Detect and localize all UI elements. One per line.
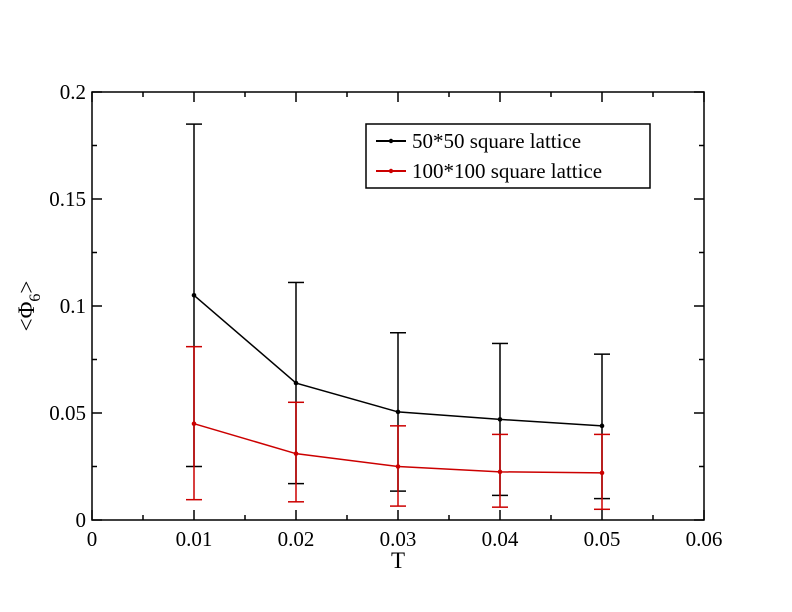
data-point: [395, 409, 401, 415]
legend-label-1: 50*50 square lattice: [412, 129, 581, 153]
data-point: [395, 464, 401, 469]
y-axis-title: <Φ6>: [14, 281, 44, 332]
legend-box: [365, 123, 651, 189]
data-point: [497, 469, 503, 475]
legend-marker-2: [388, 168, 394, 174]
data-point: [293, 380, 299, 386]
legend: 50*50 square lattice 100*100 square latt…: [365, 123, 651, 189]
series-layer: [186, 123, 610, 511]
x-tick-label: 0.06: [686, 527, 723, 551]
x-tick-label: 0.01: [176, 527, 213, 551]
data-point: [293, 451, 299, 456]
legend-marker-1: [388, 138, 394, 144]
x-tick-label: 0.05: [584, 527, 621, 551]
y-tick-label: 0: [76, 508, 87, 532]
legend-label-2: 100*100 square lattice: [412, 159, 602, 183]
y-tick-label: 0.15: [49, 187, 86, 211]
data-point: [497, 417, 503, 422]
data-point: [599, 470, 605, 476]
data-point: [191, 293, 197, 298]
x-tick-label: 0.02: [278, 527, 315, 551]
data-point: [191, 421, 197, 427]
x-tick-label: 0.03: [380, 527, 417, 551]
data-point: [599, 423, 605, 429]
x-axis-title: T: [391, 548, 405, 573]
x-tick-label: 0.04: [482, 527, 519, 551]
x-tick-label: 0: [87, 527, 98, 551]
y-tick-label: 0.1: [60, 294, 86, 318]
y-tick-label: 0.05: [49, 401, 86, 425]
y-tick-label: 0.2: [60, 80, 86, 104]
tick-labels: 0 0.01 0.02 0.03 0.04 0.05 0.06 0 0.05 0.1 0.15 0.2: [49, 80, 722, 551]
series-2: [186, 345, 610, 511]
axis-ticks: [91, 91, 705, 521]
